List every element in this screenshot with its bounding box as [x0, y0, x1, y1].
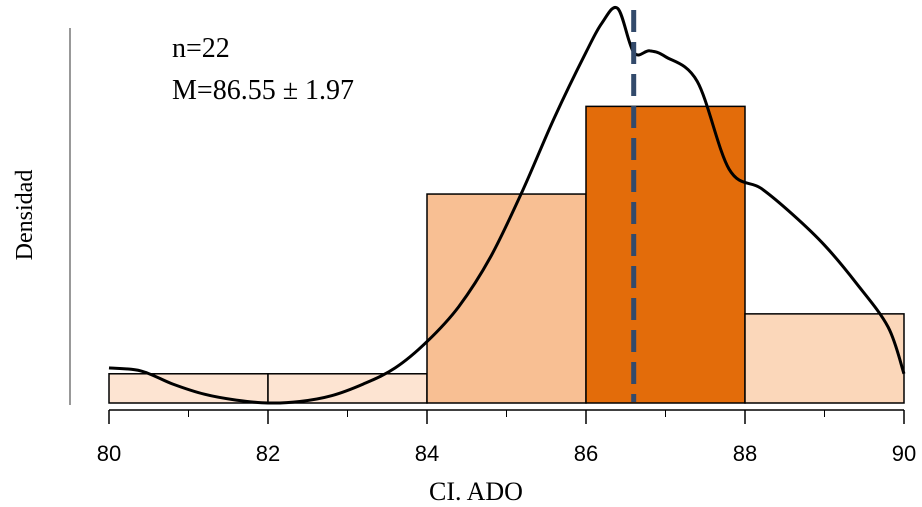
x-axis-label: CI. ADO: [429, 477, 523, 506]
x-tick-label-82: 82: [256, 441, 280, 466]
y-axis-label: Densidad: [12, 170, 38, 261]
x-tick-label-90: 90: [892, 441, 916, 466]
x-tick-label-84: 84: [415, 441, 439, 466]
histogram-bar-82-84: [267, 373, 428, 404]
histogram-bars: [108, 105, 905, 404]
x-tick-label-88: 88: [733, 441, 757, 466]
histogram-bar-84-86: [426, 193, 587, 404]
histogram-bar-86-88: [585, 105, 746, 404]
x-tick-label-86: 86: [574, 441, 598, 466]
mean-annotation: M=86.55 ± 1.97: [172, 75, 354, 106]
x-tick-label-80: 80: [97, 441, 121, 466]
histogram-bar-88-90: [744, 313, 905, 404]
x-axis-ticks: 80 82 84 86 88 90: [97, 410, 916, 466]
density-curve: [108, 5, 906, 405]
sample-size-annotation: n=22: [172, 33, 230, 64]
